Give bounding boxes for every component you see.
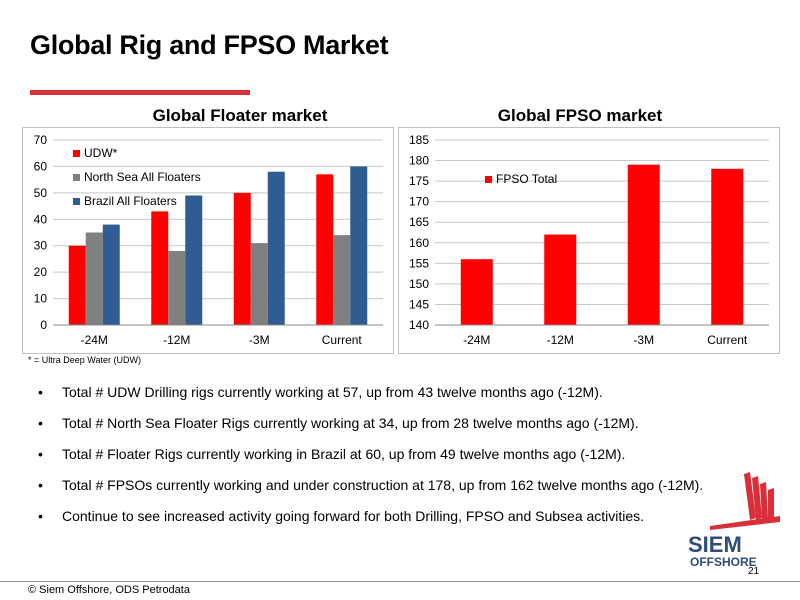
logo-text-siem: SIEM <box>688 532 742 557</box>
floater-chart: 0 10 20 30 40 50 60 70 -24M -12M -3M Current UDW* Nor… <box>22 127 394 354</box>
y-tick-label: 60 <box>34 159 48 173</box>
fpso-chart: 140 145 150 155 160 165 170 175 180 185 -24M -12M -3… <box>398 127 780 354</box>
bar <box>151 211 169 325</box>
bar <box>85 232 103 325</box>
y-tick-label: 180 <box>409 154 429 168</box>
bar <box>711 168 744 325</box>
y-tick-label: 70 <box>34 133 48 147</box>
y-tick-label: 0 <box>40 318 47 332</box>
y-tick-label: 175 <box>409 174 429 188</box>
logo-sail-icon: SIEM OFFSHORE <box>688 472 780 569</box>
bullet-item: Continue to see increased activity going… <box>34 508 754 525</box>
y-tick-label: 160 <box>409 236 429 250</box>
bar <box>350 166 368 325</box>
bullet-item: Total # North Sea Floater Rigs currently… <box>34 415 754 432</box>
bar <box>460 259 493 325</box>
bullet-item: Total # FPSOs currently working and unde… <box>34 477 754 494</box>
bar <box>68 245 86 325</box>
y-tick-label: 185 <box>409 133 429 147</box>
chart-svg: 140 145 150 155 160 165 170 175 180 185 -24M -12M -3… <box>409 133 769 347</box>
x-tick-label: -12M <box>547 333 574 347</box>
legend-label: FPSO Total <box>496 172 557 186</box>
bar <box>102 224 120 325</box>
x-tick-label: -24M <box>463 333 490 347</box>
y-tick-label: 145 <box>409 297 429 311</box>
bar <box>544 234 577 325</box>
y-tick-label: 40 <box>34 212 48 226</box>
page-number: 21 <box>748 566 760 577</box>
bar <box>233 192 251 325</box>
y-tick-label: 170 <box>409 195 429 209</box>
page-title: Global Rig and FPSO Market <box>30 30 389 60</box>
legend-label: North Sea All Floaters <box>84 170 201 184</box>
chart-title-fpso: Global FPSO market <box>497 106 663 125</box>
x-tick-label: -24M <box>81 333 108 347</box>
legend-swatch <box>485 176 492 183</box>
bar <box>333 235 351 325</box>
bullet-item: Total # UDW Drilling rigs currently work… <box>34 384 754 401</box>
x-tick-label: Current <box>707 333 748 347</box>
bar <box>168 251 186 325</box>
bar <box>185 195 203 325</box>
logo-text-offshore: OFFSHORE <box>690 555 757 569</box>
footnote: * = Ultra Deep Water (UDW) <box>28 355 141 365</box>
y-tick-label: 20 <box>34 265 48 279</box>
x-tick-label: -3M <box>633 333 654 347</box>
legend-label: UDW* <box>84 146 118 160</box>
bar <box>316 174 334 325</box>
chart-svg: 0 10 20 30 40 50 60 70 -24M -12M -3M Current UDW* Nor… <box>34 133 383 347</box>
y-tick-label: 165 <box>409 215 429 229</box>
y-tick-label: 155 <box>409 256 429 270</box>
chart-title-floater: Global Floater market <box>152 106 328 125</box>
y-tick-label: 50 <box>34 186 48 200</box>
bullet-item: Total # Floater Rigs currently working i… <box>34 446 754 463</box>
bar <box>627 164 660 325</box>
bullet-list: Total # UDW Drilling rigs currently work… <box>34 384 754 539</box>
x-tick-label: -12M <box>163 333 190 347</box>
bar <box>267 171 285 325</box>
y-tick-label: 10 <box>34 292 48 306</box>
y-tick-label: 30 <box>34 239 48 253</box>
legend-label: Brazil All Floaters <box>84 194 177 208</box>
x-tick-label: -3M <box>249 333 270 347</box>
bar <box>250 243 268 325</box>
source-credit: © Siem Offshore, ODS Petrodata <box>28 584 190 596</box>
siem-offshore-logo: SIEM OFFSHORE <box>680 470 790 570</box>
title-underline <box>30 90 250 95</box>
legend-swatch <box>73 198 80 205</box>
x-tick-label: Current <box>322 333 363 347</box>
y-tick-label: 150 <box>409 277 429 291</box>
legend-swatch <box>73 150 80 157</box>
y-tick-label: 140 <box>409 318 429 332</box>
legend-swatch <box>73 174 80 181</box>
footer-divider <box>0 581 800 582</box>
